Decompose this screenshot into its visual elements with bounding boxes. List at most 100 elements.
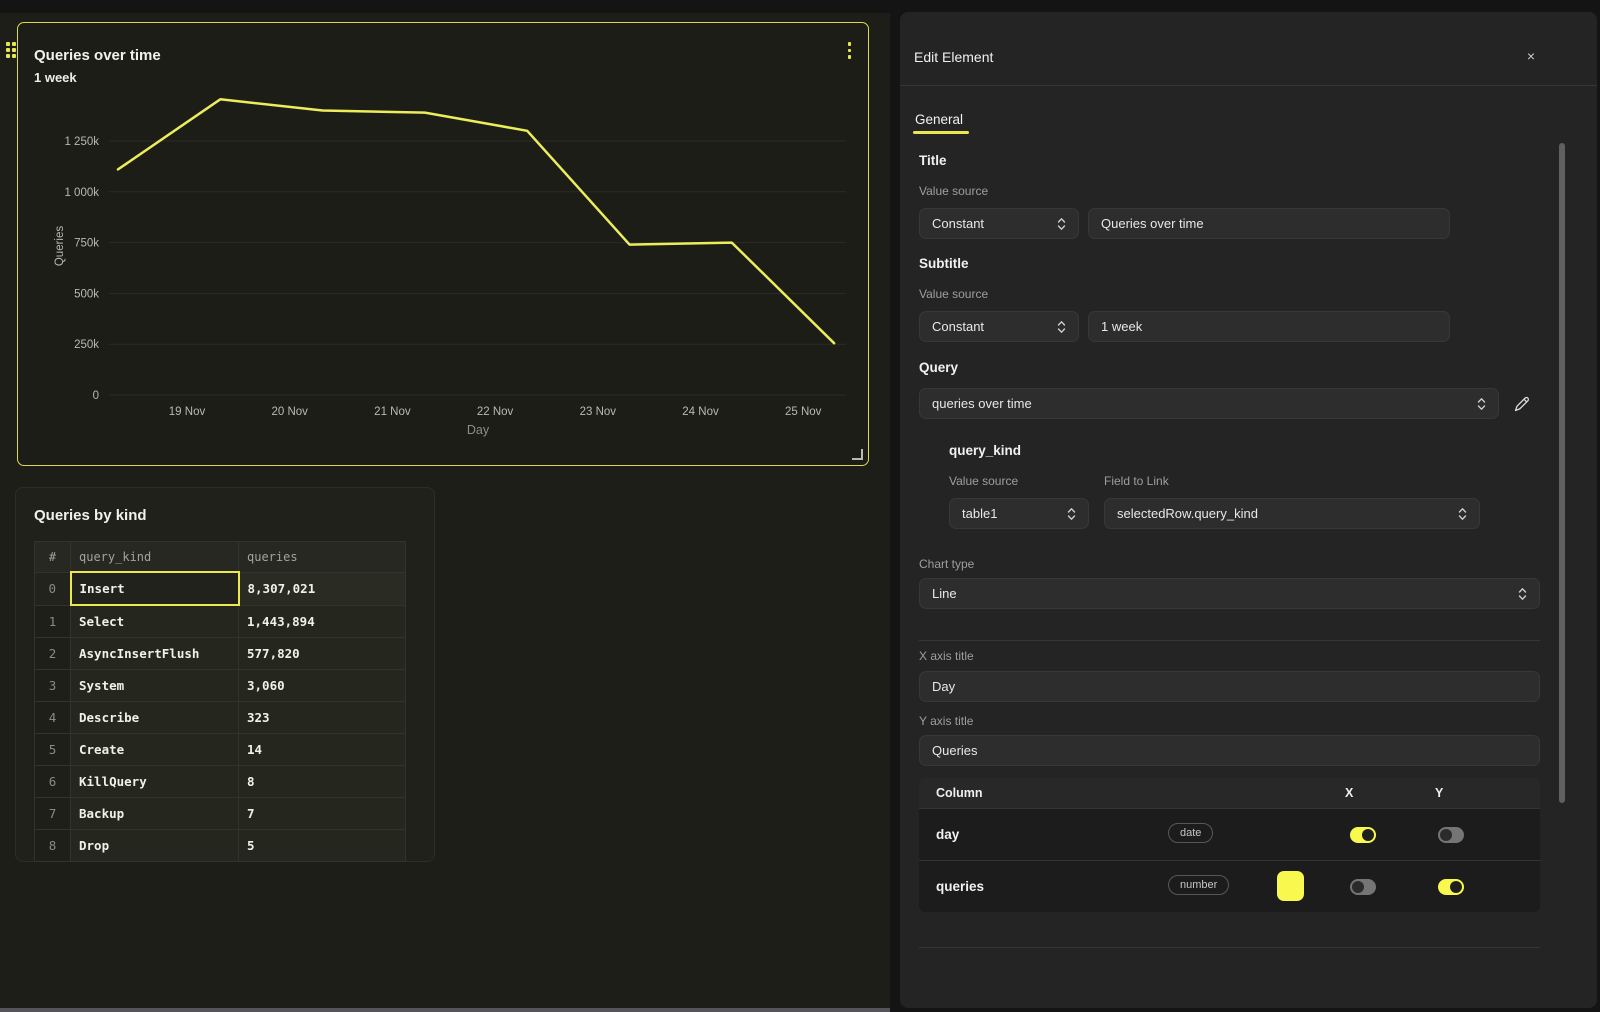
panel-scrollbar[interactable] <box>1559 143 1565 803</box>
column-name: day <box>936 827 960 842</box>
queries-cell[interactable]: 8 <box>238 765 406 798</box>
queries-cell[interactable]: 3,060 <box>238 669 406 702</box>
grid-header-queries: queries <box>238 541 406 573</box>
y-axis-toggle[interactable] <box>1438 827 1464 843</box>
query-kind-cell[interactable]: Create <box>70 733 239 766</box>
title-value-input[interactable] <box>1088 208 1450 239</box>
row-index-cell[interactable]: 8 <box>34 829 71 862</box>
subtitle-source-value: Constant <box>932 319 985 334</box>
title-source-select[interactable]: Constant <box>919 208 1079 239</box>
series-color-swatch[interactable] <box>1277 871 1304 901</box>
row-index-cell[interactable]: 2 <box>34 637 71 670</box>
queries-cell[interactable]: 14 <box>238 733 406 766</box>
chart-element-card[interactable]: 0 250k 500k 750k 1 000k 1 250k 19 Nov 20 Nov 21 … <box>17 22 869 466</box>
query-kind-cell[interactable]: System <box>70 669 239 702</box>
field-to-link-value: selectedRow.query_kind <box>1117 506 1258 521</box>
dashboard-canvas: 0 250k 500k 750k 1 000k 1 250k 19 Nov 20 Nov 21 … <box>0 13 890 1008</box>
chart-subtitle: 1 week <box>34 70 77 85</box>
table-row[interactable]: 3 System 3,060 <box>34 669 406 702</box>
table-row[interactable]: 8 Drop 5 <box>34 829 406 862</box>
x-axis-toggle[interactable] <box>1350 879 1376 895</box>
value-source-label: Value source <box>919 184 989 198</box>
svg-text:750k: 750k <box>74 238 99 250</box>
svg-text:0: 0 <box>93 390 99 402</box>
columns-config-table: Column X Y day date queries number <box>919 778 1540 912</box>
column-type-badge: date <box>1168 823 1214 843</box>
row-index-cell[interactable]: 1 <box>34 604 71 638</box>
svg-text:1 000k: 1 000k <box>64 187 99 199</box>
value-source-label: Value source <box>919 287 989 301</box>
svg-text:24 Nov: 24 Nov <box>682 406 719 418</box>
toggle-knob <box>1352 881 1364 893</box>
table-row[interactable]: 7 Backup 7 <box>34 797 406 830</box>
section-heading-query: Query <box>919 360 959 375</box>
svg-text:23 Nov: 23 Nov <box>580 406 617 418</box>
table-row[interactable]: 6 KillQuery 8 <box>34 765 406 798</box>
query-kind-cell[interactable]: Backup <box>70 797 239 830</box>
x-axis-toggle[interactable] <box>1350 827 1376 843</box>
y-axis-toggle[interactable] <box>1438 879 1464 895</box>
svg-text:22 Nov: 22 Nov <box>477 406 514 418</box>
svg-text:1 250k: 1 250k <box>64 136 99 148</box>
resize-handle-icon[interactable] <box>852 449 863 460</box>
table-element-card: Queries by kind # query_kind queries 0 In… <box>15 487 435 862</box>
line-chart: 0 250k 500k 750k 1 000k 1 250k 19 Nov 20 Nov 21 … <box>54 98 846 437</box>
column-config-row[interactable]: day date <box>919 808 1540 860</box>
query-kind-cell[interactable]: AsyncInsertFlush <box>70 637 239 670</box>
queries-cell[interactable]: 323 <box>238 701 406 734</box>
queries-cell[interactable]: 1,443,894 <box>238 604 406 638</box>
y-axis-title-label: Y axis title <box>919 714 974 728</box>
query-kind-cell[interactable]: Select <box>70 604 239 638</box>
table-row[interactable]: 4 Describe 323 <box>34 701 406 734</box>
field-to-link-select[interactable]: selectedRow.query_kind <box>1104 498 1480 529</box>
y-axis-title-input[interactable] <box>919 735 1540 766</box>
svg-text:19 Nov: 19 Nov <box>169 406 206 418</box>
table-row[interactable]: 2 AsyncInsertFlush 577,820 <box>34 637 406 670</box>
query-kind-cell[interactable]: Insert <box>69 571 240 606</box>
drag-handle-icon[interactable] <box>6 42 16 58</box>
query-kind-cell[interactable]: KillQuery <box>70 765 239 798</box>
tab-active-indicator <box>913 131 969 134</box>
tab-general[interactable]: General <box>915 112 964 127</box>
table-title: Queries by kind <box>34 507 147 524</box>
field-to-link-label: Field to Link <box>1104 474 1169 488</box>
divider <box>919 947 1540 948</box>
edit-pencil-icon[interactable] <box>1512 394 1532 414</box>
table-row[interactable]: 0 Insert 8,307,021 <box>34 571 406 606</box>
row-index-cell[interactable]: 4 <box>34 701 71 734</box>
row-index-cell[interactable]: 7 <box>34 797 71 830</box>
table-row[interactable]: 1 Select 1,443,894 <box>34 604 406 638</box>
queries-cell[interactable]: 577,820 <box>238 637 406 670</box>
edit-element-panel: Edit Element × General Title Value sourc… <box>900 12 1597 1008</box>
y-header: Y <box>1435 786 1444 800</box>
queries-cell[interactable]: 7 <box>238 797 406 830</box>
kebab-menu-icon[interactable] <box>845 39 855 62</box>
toggle-knob <box>1440 829 1452 841</box>
section-heading-title: Title <box>919 153 947 168</box>
grid-header-query-kind: query_kind <box>70 541 239 573</box>
table-row[interactable]: 5 Create 14 <box>34 733 406 766</box>
row-index-cell[interactable]: 5 <box>34 733 71 766</box>
queries-cell[interactable]: 5 <box>238 829 406 862</box>
column-config-row[interactable]: queries number <box>919 860 1540 912</box>
svg-text:21 Nov: 21 Nov <box>374 406 411 418</box>
x-axis-title-input[interactable] <box>919 671 1540 702</box>
section-heading-subtitle: Subtitle <box>919 256 969 271</box>
query-kind-cell[interactable]: Describe <box>70 701 239 734</box>
subtitle-source-select[interactable]: Constant <box>919 311 1079 342</box>
queries-cell[interactable]: 8,307,021 <box>238 571 406 606</box>
title-source-value: Constant <box>932 216 985 231</box>
divider <box>919 640 1540 641</box>
svg-text:20 Nov: 20 Nov <box>271 406 308 418</box>
subtitle-value-input[interactable] <box>1088 311 1450 342</box>
row-index-cell[interactable]: 3 <box>34 669 71 702</box>
chart-type-select[interactable]: Line <box>919 578 1540 609</box>
chevron-updown-icon <box>1057 320 1066 333</box>
query-select[interactable]: queries over time <box>919 388 1499 419</box>
close-icon[interactable]: × <box>1526 48 1536 64</box>
query-kind-source-select[interactable]: table1 <box>949 498 1089 529</box>
row-index-cell[interactable]: 0 <box>34 571 71 606</box>
section-heading-query-kind: query_kind <box>949 443 1022 458</box>
row-index-cell[interactable]: 6 <box>34 765 71 798</box>
query-kind-cell[interactable]: Drop <box>70 829 239 862</box>
